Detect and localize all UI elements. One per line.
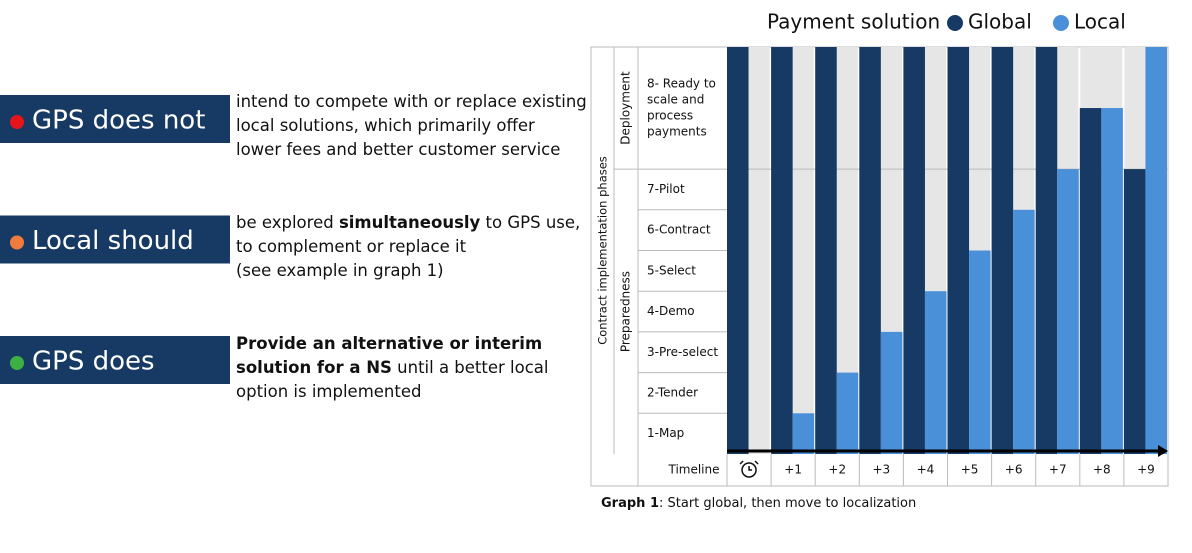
- x-tick-label: +2: [828, 463, 846, 477]
- bar: [792, 413, 815, 454]
- note-label: GPS does not: [32, 106, 205, 136]
- phase-group-label: Preparedness: [619, 271, 633, 352]
- note-segment: option is implemented: [236, 382, 422, 401]
- note-segment: be explored: [236, 213, 339, 232]
- note-text: be explored simultaneously to GPS use,: [236, 213, 580, 232]
- legend-dot: [1053, 15, 1069, 31]
- legend-dot: [947, 15, 963, 31]
- note-label: Local should: [32, 226, 194, 256]
- alarm-icon: [741, 462, 757, 478]
- bar: [903, 47, 925, 454]
- note-segment: to GPS use,: [480, 213, 580, 232]
- bar: [880, 331, 903, 454]
- bar: [947, 47, 970, 454]
- note-text: intend to compete with or replace existi…: [236, 92, 587, 111]
- legend-label: Local: [1074, 10, 1126, 34]
- phase-label: 1-Map: [647, 426, 684, 440]
- note-segment: Provide an alternative or interim: [236, 334, 542, 353]
- legend-label: Global: [968, 10, 1032, 34]
- bar: [815, 47, 837, 454]
- note-segment: lower fees and better customer service: [236, 140, 560, 159]
- x-tick-label: +6: [1005, 463, 1023, 477]
- bar: [836, 372, 859, 454]
- caption: Graph 1: Start global, then move to loca…: [601, 496, 916, 511]
- x-tick-label: +7: [1049, 463, 1067, 477]
- bar: [1145, 47, 1167, 454]
- bar: [1057, 169, 1079, 454]
- bar: [727, 47, 749, 454]
- phase-label: 4-Demo: [647, 304, 695, 318]
- phase-label: 3-Pre-select: [647, 345, 718, 359]
- bar: [991, 47, 1014, 454]
- note-dot: [10, 356, 24, 370]
- caption-segment: : Start global, then move to localizatio…: [659, 496, 916, 511]
- bar: [1035, 47, 1058, 454]
- note-text: (see example in graph 1): [236, 261, 444, 280]
- note-text: Provide an alternative or interim: [236, 334, 542, 353]
- bar: [859, 47, 881, 454]
- note-segment: local solutions, which primarily offer: [236, 116, 535, 135]
- x-tick-label: +5: [961, 463, 979, 477]
- bar: [1123, 169, 1146, 454]
- x-axis-label: Timeline: [667, 463, 719, 477]
- alarm-icon: [739, 460, 759, 471]
- phase-label: payments: [647, 125, 707, 139]
- phase-label: 5-Select: [647, 263, 696, 277]
- note-box: [0, 215, 230, 264]
- note-segment: solution for a NS: [236, 358, 392, 377]
- bar: [771, 47, 793, 454]
- note-segment: intend to compete with or replace existi…: [236, 92, 587, 111]
- note-text: to complement or replace it: [236, 237, 467, 256]
- bar: [1013, 209, 1035, 454]
- note-segment: simultaneously: [339, 213, 481, 232]
- arrow-head: [1158, 445, 1168, 457]
- caption-segment: Graph 1: [601, 496, 659, 511]
- bar: [969, 250, 991, 454]
- phase-label: 7-Pilot: [647, 182, 685, 196]
- phase-label: scale and: [647, 93, 704, 107]
- note-text: option is implemented: [236, 382, 422, 401]
- note-text: lower fees and better customer service: [236, 140, 560, 159]
- phase-label: process: [647, 109, 693, 123]
- note-box: [0, 95, 230, 143]
- phase-label: 8- Ready to: [647, 77, 716, 91]
- x-tick-label: +4: [917, 463, 935, 477]
- phase-label: 2-Tender: [647, 385, 698, 399]
- bar: [924, 291, 947, 454]
- bar: [1079, 108, 1102, 455]
- note-label: GPS does: [32, 347, 155, 377]
- note-segment: to complement or replace it: [236, 237, 467, 256]
- bar: [1101, 108, 1123, 455]
- x-tick-label: +3: [872, 463, 890, 477]
- note-box: [0, 336, 230, 384]
- note-dot: [10, 115, 24, 129]
- legend-title: Payment solution: [767, 10, 940, 34]
- y-axis-label: Contract implementation phases: [596, 156, 610, 345]
- note-dot: [10, 235, 24, 250]
- phase-group-label: Deployment: [619, 71, 633, 145]
- x-tick-label: +9: [1137, 463, 1155, 477]
- note-text: solution for a NS until a better local: [236, 358, 549, 377]
- phase-label: 6-Contract: [647, 223, 711, 237]
- note-text: local solutions, which primarily offer: [236, 116, 535, 135]
- note-segment: (see example in graph 1): [236, 261, 444, 280]
- note-segment: until a better local: [392, 358, 549, 377]
- x-tick-label: +1: [784, 463, 802, 477]
- x-tick-label: +8: [1093, 463, 1111, 477]
